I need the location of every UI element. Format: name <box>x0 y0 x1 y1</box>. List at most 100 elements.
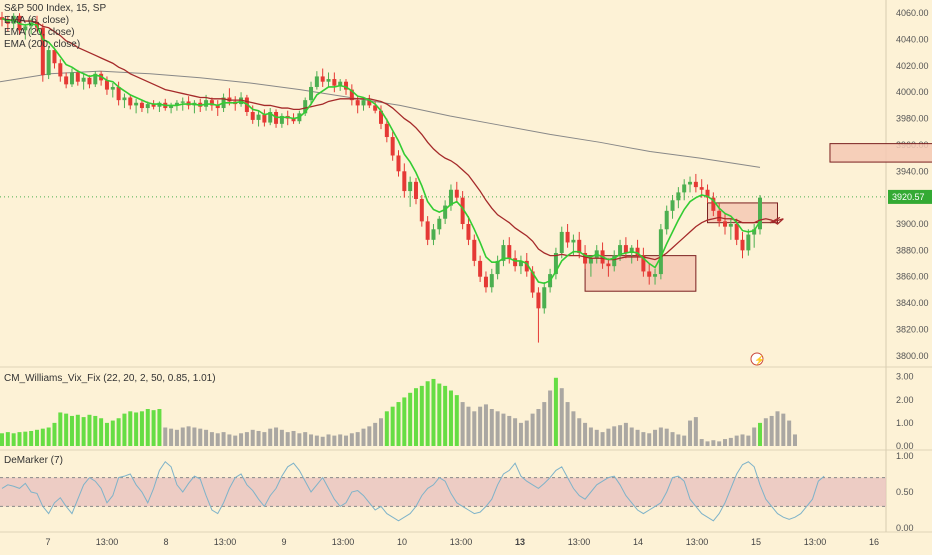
ema6-line <box>1 17 761 285</box>
vix-bar <box>787 420 792 446</box>
candle-body <box>23 26 28 31</box>
vix-bar <box>600 432 605 446</box>
candle-body <box>472 239 477 261</box>
candle-body <box>583 252 588 264</box>
vix-bar <box>693 417 698 446</box>
candle-body <box>489 274 494 288</box>
candle-body <box>606 263 611 267</box>
vix-bar <box>180 427 185 446</box>
candle-body <box>717 210 722 222</box>
main-legend: S&P 500 Index, 15, SP EMA (6, close) EMA… <box>4 3 106 51</box>
candle-body <box>46 50 51 76</box>
vix-bar <box>699 439 704 446</box>
vix-bar <box>775 411 780 446</box>
x-tick-label: 13:00 <box>96 537 119 547</box>
candle-body <box>268 112 273 123</box>
vix-bar <box>320 436 325 446</box>
candle-body <box>81 77 86 82</box>
vix-bar <box>483 404 488 446</box>
vix-bar <box>384 411 389 446</box>
vix-bar <box>5 432 10 446</box>
vix-bar <box>46 427 51 446</box>
vix-bar <box>653 429 658 446</box>
candle-body <box>454 189 459 198</box>
vix-bar <box>769 415 774 446</box>
candle-body <box>501 245 506 261</box>
vix-bar <box>367 426 372 446</box>
vix-y-tick: 3.00 <box>896 372 914 382</box>
vix-bar <box>23 431 28 446</box>
vix-bar <box>530 413 535 446</box>
y-tick-label: 3880.00 <box>896 245 929 255</box>
candle-body <box>314 76 319 87</box>
candle-body <box>338 81 343 86</box>
candle-body <box>390 137 395 156</box>
vix-bar <box>740 434 745 446</box>
candle-body <box>367 100 372 106</box>
candle-body <box>536 292 541 309</box>
candle-body <box>250 112 255 120</box>
vix-bar <box>752 427 757 446</box>
candle-body <box>740 239 745 251</box>
vix-bar <box>163 427 168 446</box>
legend-ema20: EMA (20, close) <box>4 27 75 38</box>
candle-body <box>116 86 121 101</box>
vix-bar <box>390 406 395 446</box>
candle-body <box>309 86 314 101</box>
vix-bar <box>559 388 564 446</box>
vix-bar <box>594 429 599 446</box>
vix-bar <box>69 415 74 446</box>
candle-body <box>431 229 436 240</box>
candle-body <box>425 221 430 240</box>
last-price-badge <box>888 189 932 204</box>
candle-body <box>209 100 214 106</box>
vix-bar <box>233 435 238 446</box>
vix-bar <box>344 435 349 446</box>
vix-legend: CM_Williams_Vix_Fix (22, 20, 2, 50, 0.85… <box>4 373 216 385</box>
y-tick-label: 3860.00 <box>896 272 929 282</box>
x-tick-label: 10 <box>397 537 407 547</box>
vix-bar <box>40 428 45 446</box>
vix-bar <box>781 413 786 446</box>
vix-bar <box>641 432 646 446</box>
vix-bar <box>466 406 471 446</box>
vix-y-tick: 1.00 <box>896 418 914 428</box>
candle-body <box>676 192 681 201</box>
vix-bar <box>443 385 448 446</box>
y-tick-label: 3840.00 <box>896 298 929 308</box>
vix-bar <box>478 406 483 446</box>
candle-body <box>670 200 675 211</box>
candle-body <box>104 80 109 90</box>
vix-bar <box>116 418 121 446</box>
vix-bar <box>501 413 506 446</box>
candle-body <box>413 181 418 199</box>
candle-body <box>588 258 593 264</box>
vix-bar <box>448 390 453 446</box>
vix-bar <box>52 422 57 446</box>
vix-bar <box>81 417 86 446</box>
legend-ema200: EMA (200, close) <box>4 39 81 50</box>
vix-bar <box>489 409 494 446</box>
vix-bar <box>104 422 109 446</box>
vix-bar <box>419 385 424 446</box>
vix-bar <box>507 415 512 446</box>
vix-bar <box>17 432 22 446</box>
vix-bar <box>169 428 174 446</box>
candle-body <box>320 76 325 82</box>
vix-bar <box>682 435 687 446</box>
vix-bar <box>297 433 302 446</box>
vix-bar <box>717 441 722 446</box>
candle-body <box>402 171 407 192</box>
vix-bar <box>139 411 144 446</box>
candle-body <box>571 239 576 243</box>
vix-bar <box>268 428 273 446</box>
vix-bar <box>629 427 634 446</box>
candle-body <box>542 287 547 309</box>
vix-bar <box>524 420 529 446</box>
vix-bar <box>221 432 226 446</box>
vix-bar <box>64 413 69 446</box>
vix-bar <box>513 418 518 446</box>
vix-bar <box>396 402 401 446</box>
